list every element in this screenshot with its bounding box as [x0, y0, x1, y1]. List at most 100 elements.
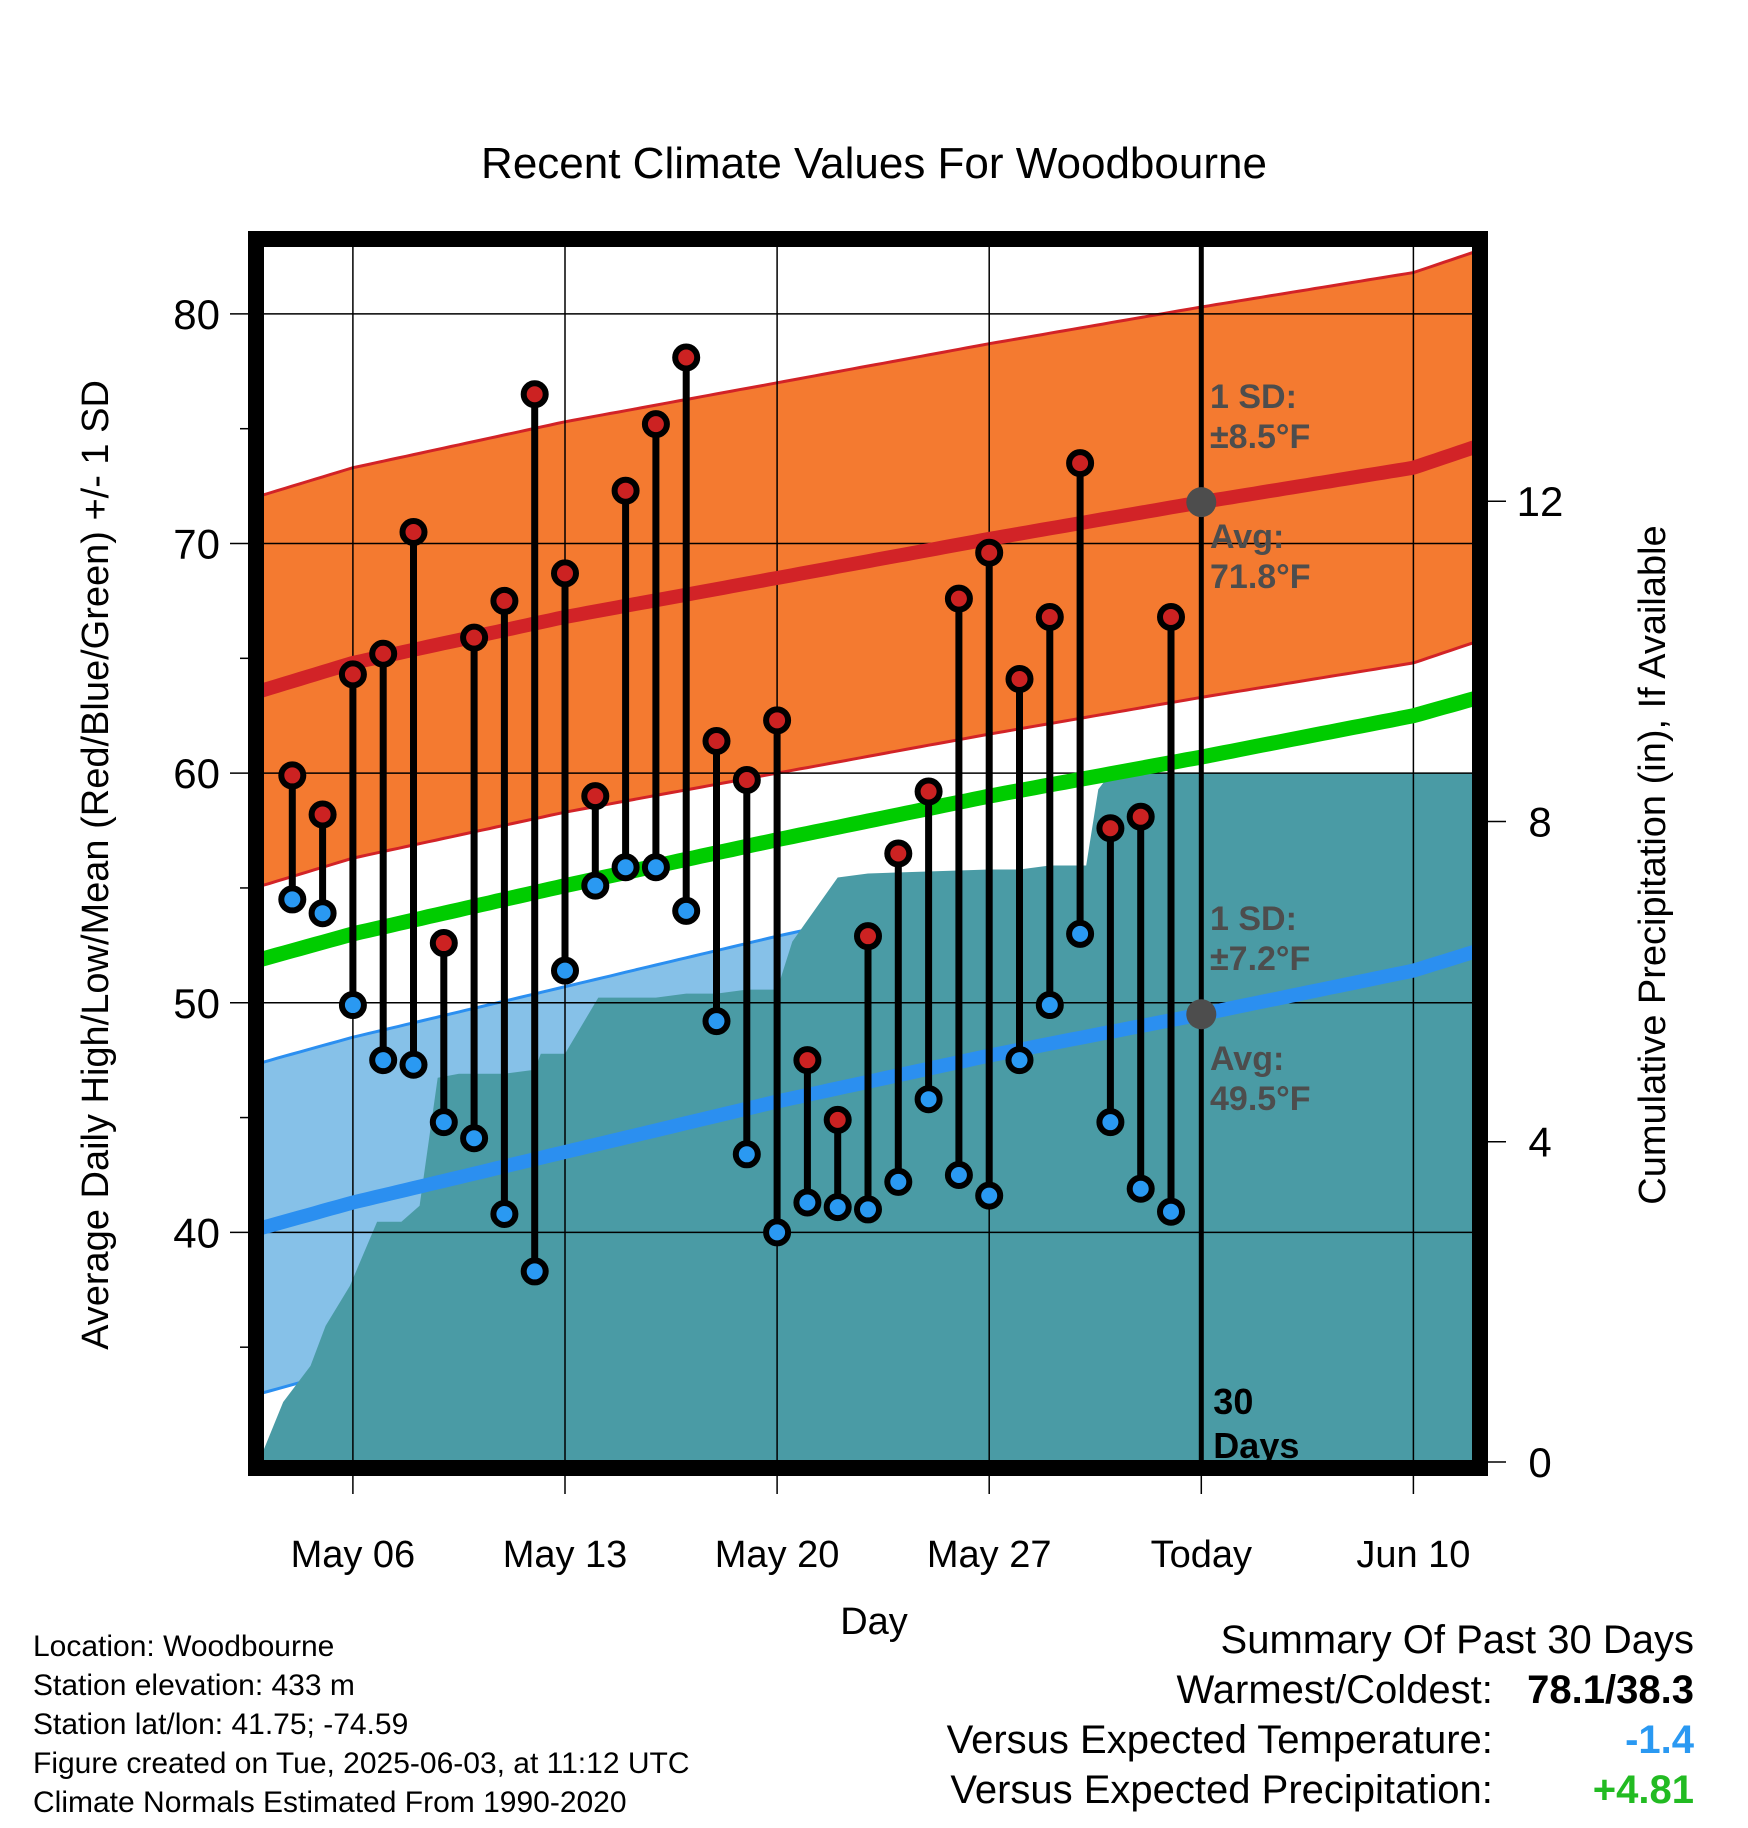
- summary-warm-cold: Warmest/Coldest: 78.1/38.3: [947, 1665, 1695, 1715]
- x-tick-label: Today: [1151, 1534, 1252, 1576]
- high-point: [763, 706, 792, 735]
- high-band-upper-edge: [262, 250, 1474, 497]
- high-point: [581, 782, 610, 811]
- high-point: [308, 800, 337, 829]
- created-text: Figure created on Tue, 2025-06-03, at 11…: [33, 1747, 690, 1780]
- station-info: Location: Woodbourne Station elevation: …: [33, 1627, 690, 1822]
- high-point: [914, 777, 943, 806]
- high-point: [944, 584, 973, 613]
- normals-text: Climate Normals Estimated From 1990-2020: [33, 1786, 627, 1819]
- y-left-tick-label: 40: [173, 1209, 220, 1256]
- low-point: [1066, 919, 1095, 948]
- high-point: [823, 1105, 852, 1134]
- low-point: [611, 853, 640, 882]
- y-right-tick-label: 8: [1528, 798, 1551, 845]
- chart-title: Recent Climate Values For Woodbourne: [481, 139, 1267, 188]
- today-window-label-line: 30: [1213, 1381, 1253, 1422]
- y-axis-left-label: Average Daily High/Low/Mean (Red/Blue/Gr…: [75, 380, 117, 1350]
- high-avg-annotation-line: Avg:: [1210, 518, 1284, 556]
- low-point: [672, 896, 701, 925]
- temp-value: -1.4: [1625, 1718, 1694, 1762]
- high-point: [1157, 602, 1185, 631]
- low-point: [308, 899, 337, 928]
- low-point: [1096, 1108, 1125, 1137]
- summary-heading: Summary Of Past 30 Days: [1220, 1618, 1694, 1662]
- low-point: [702, 1007, 731, 1036]
- x-tick-label: Jun 10: [1356, 1534, 1470, 1576]
- high-point: [520, 380, 549, 409]
- low-point: [732, 1140, 761, 1169]
- low-point: [369, 1046, 398, 1075]
- low-sd-annotation-line: ±7.2°F: [1210, 940, 1310, 978]
- low-point: [278, 885, 307, 914]
- high-point: [702, 726, 731, 755]
- high-point: [672, 343, 701, 372]
- high-point: [429, 929, 458, 958]
- high-point: [1035, 602, 1064, 631]
- high-point: [975, 538, 1004, 567]
- high-band-lower-edge: [262, 641, 1474, 888]
- high-point: [490, 586, 519, 615]
- precip-label: Versus Expected Precipitation:: [950, 1768, 1493, 1812]
- low-sd-annotation-line: 1 SD:: [1210, 900, 1297, 938]
- today-window-label: 30 Days: [1213, 1381, 1299, 1466]
- summary-precip: Versus Expected Precipitation: +4.81: [947, 1765, 1694, 1815]
- high-point: [611, 476, 640, 505]
- today-high-normal-marker: [1186, 487, 1217, 518]
- high-sd-annotation-line: 1 SD:: [1210, 378, 1297, 416]
- high-point: [854, 922, 882, 951]
- high-point: [1005, 664, 1034, 693]
- high-point: [1126, 802, 1155, 831]
- low-point: [338, 991, 367, 1020]
- low-point: [1157, 1197, 1185, 1226]
- low-point: [490, 1200, 519, 1229]
- low-point: [520, 1257, 549, 1286]
- low-point: [914, 1085, 943, 1114]
- y-right-tick-label: 4: [1528, 1119, 1551, 1166]
- high-point: [641, 410, 670, 439]
- high-point: [1096, 814, 1125, 843]
- today-window-label-line: Days: [1213, 1425, 1299, 1466]
- y-right-tick-label: 0: [1528, 1439, 1551, 1486]
- summary-panel: Summary Of Past 30 Days Warmest/Coldest:…: [947, 1615, 1694, 1815]
- low-point: [429, 1108, 458, 1137]
- high-point: [338, 660, 367, 689]
- high-point: [793, 1046, 822, 1075]
- y-axis-right-label: Cumulative Precipitation (in), If Availa…: [1632, 525, 1674, 1204]
- high-point: [732, 766, 761, 795]
- location-text: Location: Woodbourne: [33, 1630, 335, 1663]
- low-point: [399, 1050, 428, 1079]
- temp-label: Versus Expected Temperature:: [946, 1718, 1493, 1762]
- low-point: [1035, 991, 1064, 1020]
- high-point: [1066, 449, 1095, 478]
- low-point: [641, 853, 670, 882]
- high-point: [460, 623, 489, 652]
- low-avg-annotation-line: Avg:: [1210, 1040, 1284, 1078]
- high-point: [278, 761, 307, 790]
- y-left-tick-label: 50: [173, 980, 220, 1027]
- x-tick-label: May 27: [927, 1534, 1052, 1576]
- low-sd-annotation: 1 SD: ±7.2°F: [1210, 900, 1310, 978]
- x-axis-label: Day: [840, 1601, 908, 1643]
- warm-cold-value: 78.1/38.3: [1527, 1668, 1694, 1712]
- plot-area: 40 50 60 70 80 0 4 8 12 May 06 May 13 May 20 May 27 T…: [173, 231, 1563, 1576]
- y-left-tick-label: 60: [173, 750, 220, 797]
- high-sd-annotation: 1 SD: ±8.5°F: [1210, 378, 1310, 456]
- low-point: [944, 1160, 973, 1189]
- low-point: [460, 1124, 489, 1153]
- high-point: [399, 518, 428, 547]
- high-sd-annotation-line: ±8.5°F: [1210, 418, 1310, 456]
- x-tick-label: May 06: [291, 1534, 416, 1576]
- summary-temp: Versus Expected Temperature: -1.4: [947, 1715, 1694, 1765]
- low-avg-annotation: Avg: 49.5°F: [1210, 1040, 1311, 1118]
- x-tick-label: May 20: [715, 1534, 840, 1576]
- high-point: [369, 639, 398, 668]
- low-point: [581, 871, 610, 900]
- today-low-normal-marker: [1186, 999, 1217, 1030]
- latlon-text: Station lat/lon: 41.75; -74.59: [33, 1708, 409, 1741]
- elevation-text: Station elevation: 433 m: [33, 1669, 355, 1702]
- low-point: [551, 956, 579, 985]
- low-point: [793, 1188, 822, 1217]
- high-point: [551, 559, 579, 588]
